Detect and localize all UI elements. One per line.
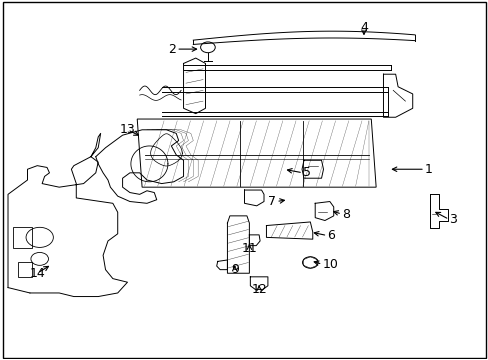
Text: 12: 12 <box>251 283 266 296</box>
Text: 10: 10 <box>322 258 338 271</box>
Text: 4: 4 <box>359 21 367 34</box>
Text: 5: 5 <box>303 166 310 179</box>
Text: 14: 14 <box>29 267 45 280</box>
Text: 3: 3 <box>448 213 456 226</box>
Bar <box>13 226 32 248</box>
Text: 13: 13 <box>120 123 135 136</box>
Text: 6: 6 <box>327 229 335 242</box>
Bar <box>18 262 32 277</box>
Text: 7: 7 <box>267 195 276 208</box>
Text: 11: 11 <box>241 242 257 255</box>
Text: 1: 1 <box>424 163 432 176</box>
Text: 9: 9 <box>230 263 238 276</box>
Text: 8: 8 <box>341 208 349 221</box>
Text: 2: 2 <box>168 42 176 55</box>
